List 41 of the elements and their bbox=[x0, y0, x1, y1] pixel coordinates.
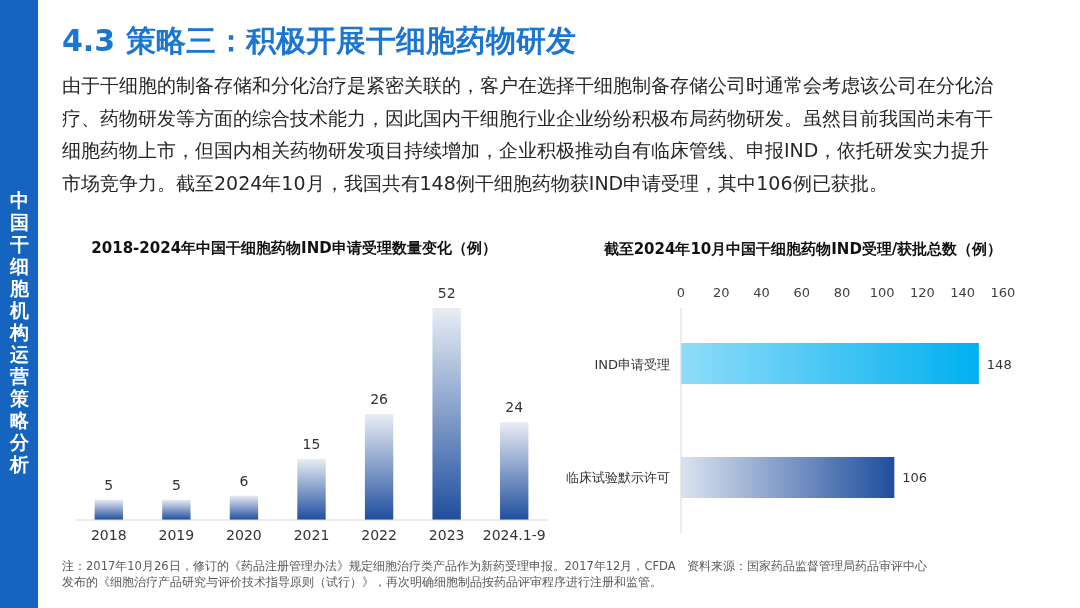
data-label: 6 bbox=[239, 472, 249, 489]
x-tick-label: 160 bbox=[990, 285, 1016, 300]
x-tick-label: 0 bbox=[676, 285, 686, 300]
chart-title: 截至2024年10月中国干细胞药物IND受理/获批总数（例） bbox=[602, 240, 1003, 258]
x-tick-label: 140 bbox=[950, 285, 976, 300]
text: 注：2017年10月26日，修订的《药品注册管理办法》规定细胞治疗类产品作为新药受理申报。2017年12月，CFDA发布的《细胞治疗产品研究与评价技术指导原则（试行）》，再次明确细胞制品按药品评审程序进行注册和监管。 bbox=[62, 559, 676, 589]
x-tick-label: 2019 bbox=[158, 527, 195, 543]
data-label: 148 bbox=[986, 356, 1012, 372]
text: 4.3 策略三：积极开展干细胞药物研发 bbox=[62, 23, 576, 58]
data-label: 5 bbox=[171, 476, 181, 493]
bar bbox=[229, 495, 259, 520]
x-tick-label: 120 bbox=[910, 285, 935, 300]
x-tick-label: 2022 bbox=[361, 527, 397, 543]
data-label: 26 bbox=[370, 391, 389, 407]
x-tick-label: 80 bbox=[833, 285, 851, 300]
data-label: 52 bbox=[437, 285, 456, 301]
bar bbox=[162, 499, 191, 520]
x-tick-label: 100 bbox=[869, 285, 895, 300]
x-tick-label: 2020 bbox=[226, 527, 262, 543]
bar bbox=[94, 499, 123, 520]
x-tick-label: 60 bbox=[793, 285, 811, 300]
x-tick-label: 20 bbox=[712, 285, 730, 300]
x-tick-label: 2018 bbox=[90, 527, 127, 543]
text: 由于干细胞的制备存储和分化治疗是紧密关联的，客户在选择干细胞制备存储公司时通常会考虑该公司在分化治疗、药物研发等方面的综合技术能力，因此国内干细胞行业企业纷纷积极布局药物研发。虽然目前我国尚未有干细胞药物上市，但国内相关药物研发项目持续增加，企业积极推动自有临床管线、申报IND，依托研发实力提升市场竞争力。截至2024年10月，我国共有148例干细胞药物获IND申请受理，其中106例已获批。 bbox=[62, 74, 993, 195]
x-tick-label: 40 bbox=[753, 285, 770, 300]
bar bbox=[432, 308, 461, 520]
bar bbox=[500, 422, 529, 520]
chart-title: 2018-2024年中国干细胞药物IND申请受理数量变化（例） bbox=[91, 239, 497, 257]
data-label: 24 bbox=[505, 399, 524, 416]
text: 中国干细胞机构运营策略分析 bbox=[9, 189, 29, 475]
x-tick-label: 2021 bbox=[293, 527, 330, 543]
bar bbox=[364, 414, 394, 520]
y-tick-label: 临床试验默示许可 bbox=[566, 470, 670, 486]
x-tick-label: 2024.1-9 bbox=[482, 527, 546, 543]
text: 资料来源：国家药品监督管理局药品审评中心 bbox=[687, 559, 927, 573]
data-label: 106 bbox=[902, 470, 928, 486]
data-label: 5 bbox=[104, 476, 114, 493]
y-tick-label: IND申请受理 bbox=[594, 356, 670, 372]
data-label: 15 bbox=[302, 435, 321, 452]
bar bbox=[297, 458, 326, 520]
x-tick-label: 2023 bbox=[428, 527, 465, 543]
